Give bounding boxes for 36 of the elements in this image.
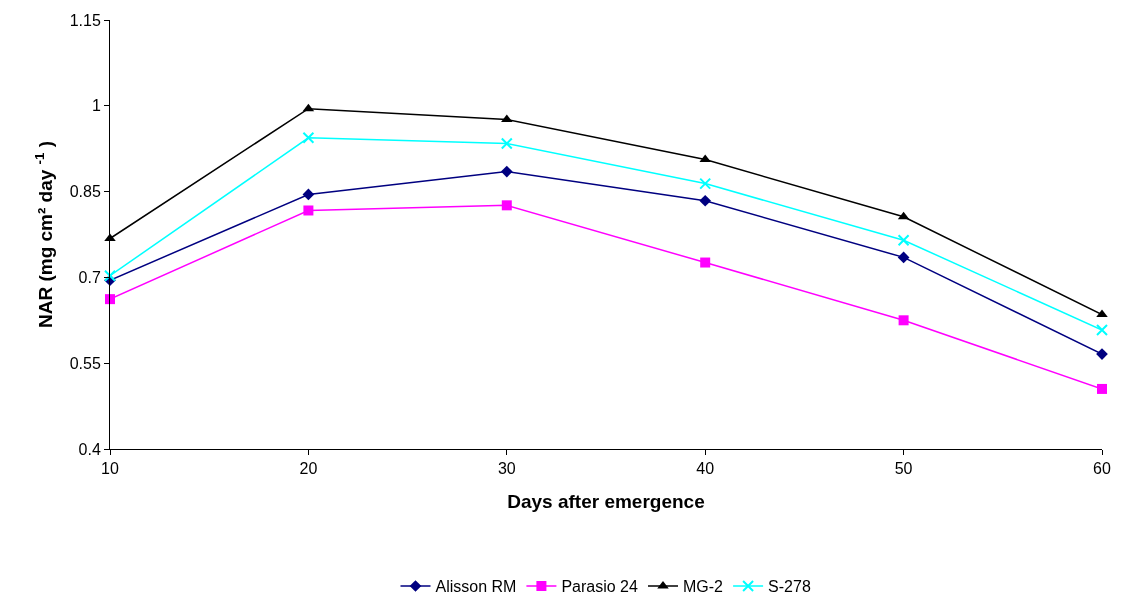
x-tick-label: 50 <box>894 460 913 478</box>
x-axis-title: Days after emergence <box>507 491 705 512</box>
point <box>303 205 314 216</box>
point <box>302 188 315 201</box>
legend-label: Alisson RM <box>435 578 517 596</box>
x-tick-label: 20 <box>299 460 318 478</box>
y-tick-label: 0.7 <box>78 269 101 286</box>
point <box>700 257 711 268</box>
y-tick-label: 0.55 <box>69 354 101 372</box>
point <box>500 137 513 150</box>
y-tick-label: 0.4 <box>78 440 101 458</box>
point <box>500 165 513 178</box>
y-tick-label: 1 <box>91 97 101 115</box>
point <box>699 194 712 207</box>
y-tick-label: 0.85 <box>69 183 101 201</box>
point <box>699 154 711 163</box>
point <box>105 294 115 305</box>
point <box>897 251 910 264</box>
legend-label: S-278 <box>768 578 811 596</box>
point <box>104 269 116 282</box>
x-tick-label: 30 <box>497 460 516 478</box>
x-tick-label: 60 <box>1093 460 1111 478</box>
point <box>897 234 910 247</box>
legend-label: MG-2 <box>683 578 724 596</box>
point <box>1097 383 1107 394</box>
point <box>302 131 315 144</box>
x-tick-label: 40 <box>696 460 715 478</box>
y-tick-label: 1.15 <box>69 11 101 29</box>
x-tick-label: 10 <box>101 460 119 478</box>
point <box>1096 309 1108 318</box>
legend-label: Parasio 24 <box>561 578 638 596</box>
point <box>501 200 512 211</box>
point <box>699 177 712 190</box>
point <box>1096 324 1108 337</box>
point <box>501 114 513 123</box>
point <box>898 315 909 326</box>
